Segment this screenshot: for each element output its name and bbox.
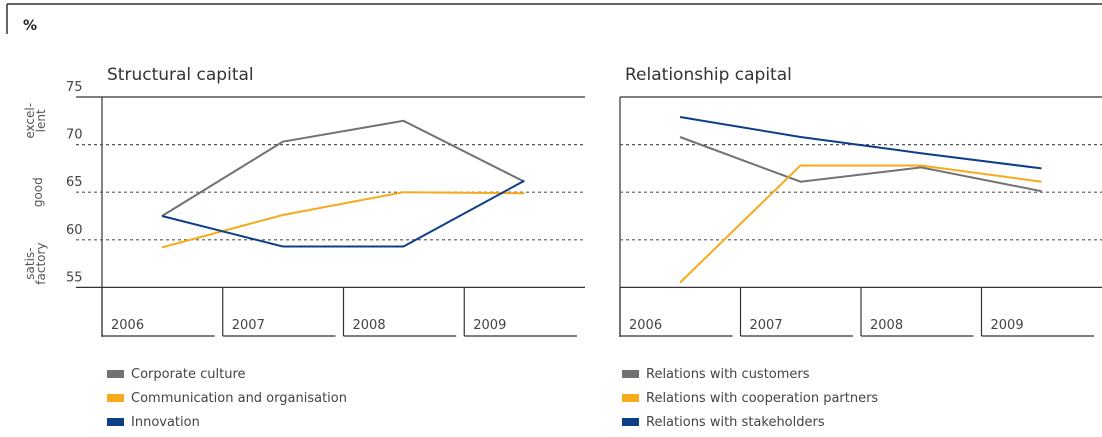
y-tick-label: 65 (66, 175, 83, 190)
y-band-label: satis-factory (23, 242, 48, 284)
x-tick-label: 2007 (750, 318, 783, 333)
legend-swatch (622, 370, 639, 378)
chart-panel: Relationship capital 2006 2007 2008 2009 Rela… (619, 65, 1102, 430)
y-band-label: good (31, 177, 45, 207)
charts: Structural capital 2006 2007 2008 2009 Corpor… (76, 65, 1102, 430)
y-tick-label: 60 (66, 223, 83, 238)
legend-swatch (107, 394, 124, 402)
chart-panel: Structural capital 2006 2007 2008 2009 Corpor… (76, 65, 585, 430)
y-band-label-line: lent (34, 109, 48, 132)
y-tick-label: 75 (66, 80, 83, 95)
legend-label: Relations with cooperation partners (646, 391, 878, 406)
y-band-label-line: good (31, 177, 45, 207)
y-tick-label: 70 (66, 128, 83, 143)
x-tick-label: 2006 (111, 318, 144, 333)
legend-swatch (107, 418, 124, 426)
x-tick-label: 2008 (353, 318, 386, 333)
legend-label: Innovation (131, 415, 200, 430)
legend-label: Communication and organisation (131, 391, 347, 406)
x-tick-label: 2006 (629, 318, 662, 333)
legend-swatch (107, 370, 124, 378)
y-band-label-line: factory (34, 242, 48, 284)
y-axis: 75 70 65 60 55 excel-lent good satis-factory (23, 80, 83, 285)
legend-label: Relations with stakeholders (646, 415, 825, 430)
series-line (679, 164, 1042, 284)
x-tick-label: 2008 (870, 318, 903, 333)
series-line (679, 136, 1042, 193)
legend-swatch (622, 394, 639, 402)
unit-label: % (23, 18, 37, 34)
y-band-label: excel-lent (23, 103, 48, 139)
legend-label: Corporate culture (131, 367, 246, 382)
x-tick-label: 2007 (232, 318, 265, 333)
y-band-label-line: excel- (23, 103, 37, 139)
chart-title: Structural capital (107, 65, 254, 85)
legend-label: Relations with customers (646, 367, 810, 382)
legend-swatch (622, 418, 639, 426)
chart-title: Relationship capital (625, 65, 792, 85)
x-tick-label: 2009 (991, 318, 1024, 333)
series-line (161, 191, 525, 249)
y-tick-label: 55 (66, 270, 83, 285)
series-line (161, 119, 525, 217)
series-line (161, 179, 525, 248)
x-tick-label: 2009 (473, 318, 506, 333)
series-line (679, 116, 1042, 170)
y-band-label-line: satis- (23, 247, 37, 279)
